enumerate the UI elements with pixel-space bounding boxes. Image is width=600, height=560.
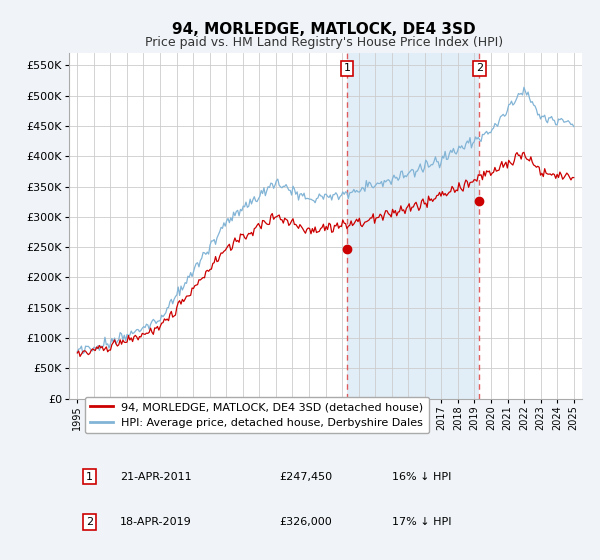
Text: 1: 1 [344, 63, 350, 73]
Text: 2: 2 [476, 63, 483, 73]
Text: Price paid vs. HM Land Registry's House Price Index (HPI): Price paid vs. HM Land Registry's House … [145, 36, 503, 49]
Text: £247,450: £247,450 [280, 472, 332, 482]
Text: 2: 2 [86, 517, 93, 527]
Legend: 94, MORLEDGE, MATLOCK, DE4 3SD (detached house), HPI: Average price, detached ho: 94, MORLEDGE, MATLOCK, DE4 3SD (detached… [85, 396, 429, 433]
Text: 94, MORLEDGE, MATLOCK, DE4 3SD: 94, MORLEDGE, MATLOCK, DE4 3SD [172, 22, 476, 38]
Text: £326,000: £326,000 [280, 517, 332, 527]
Text: 1: 1 [86, 472, 93, 482]
Text: 16% ↓ HPI: 16% ↓ HPI [392, 472, 452, 482]
Text: 17% ↓ HPI: 17% ↓ HPI [392, 517, 452, 527]
Bar [347, 53, 479, 399]
Text: 21-APR-2011: 21-APR-2011 [121, 472, 192, 482]
Text: 18-APR-2019: 18-APR-2019 [121, 517, 192, 527]
